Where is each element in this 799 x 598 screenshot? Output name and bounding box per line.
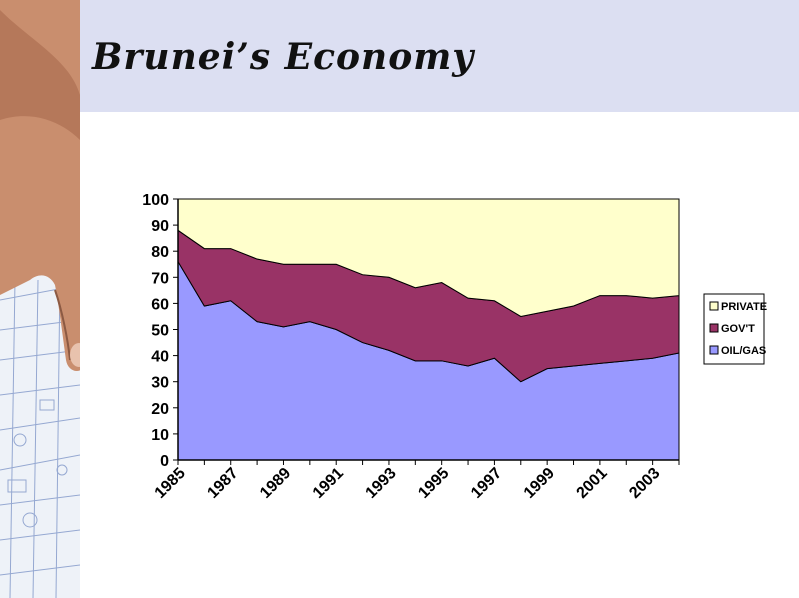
legend-swatch xyxy=(709,301,719,311)
y-tick-label: 60 xyxy=(151,296,169,313)
y-tick-label: 30 xyxy=(151,375,169,392)
y-tick-label: 0 xyxy=(160,453,169,470)
y-tick-label: 20 xyxy=(151,401,169,418)
y-tick-label: 50 xyxy=(151,323,169,340)
x-tick-label: 1999 xyxy=(521,465,558,502)
hand-photo xyxy=(0,0,80,598)
x-tick-label: 1987 xyxy=(204,465,241,502)
x-tick-label: 1985 xyxy=(152,465,189,502)
y-tick-label: 10 xyxy=(151,427,169,444)
x-tick-label: 1995 xyxy=(415,465,452,502)
x-tick-label: 1991 xyxy=(310,465,347,502)
legend-swatch xyxy=(709,345,719,355)
slide-title: Brunei’s Economy xyxy=(92,36,475,78)
y-tick-label: 70 xyxy=(151,270,169,287)
x-tick-label: 1997 xyxy=(468,465,505,502)
legend-label: OIL/GAS xyxy=(721,345,766,357)
legend-label: PRIVATE xyxy=(721,301,767,313)
title-bar: Brunei’s Economy xyxy=(80,0,799,112)
x-tick-label: 2001 xyxy=(574,465,611,502)
hand-pointing-image xyxy=(0,0,80,598)
y-tick-label: 80 xyxy=(151,244,169,261)
x-tick-label: 1989 xyxy=(257,465,294,502)
y-tick-label: 40 xyxy=(151,349,169,366)
y-tick-label: 100 xyxy=(142,192,169,209)
legend-swatch xyxy=(709,323,719,333)
x-tick-label: 2003 xyxy=(626,465,663,502)
y-tick-label: 90 xyxy=(151,218,169,235)
x-tick-label: 1993 xyxy=(363,465,400,502)
legend-label: GOV'T xyxy=(721,323,755,335)
